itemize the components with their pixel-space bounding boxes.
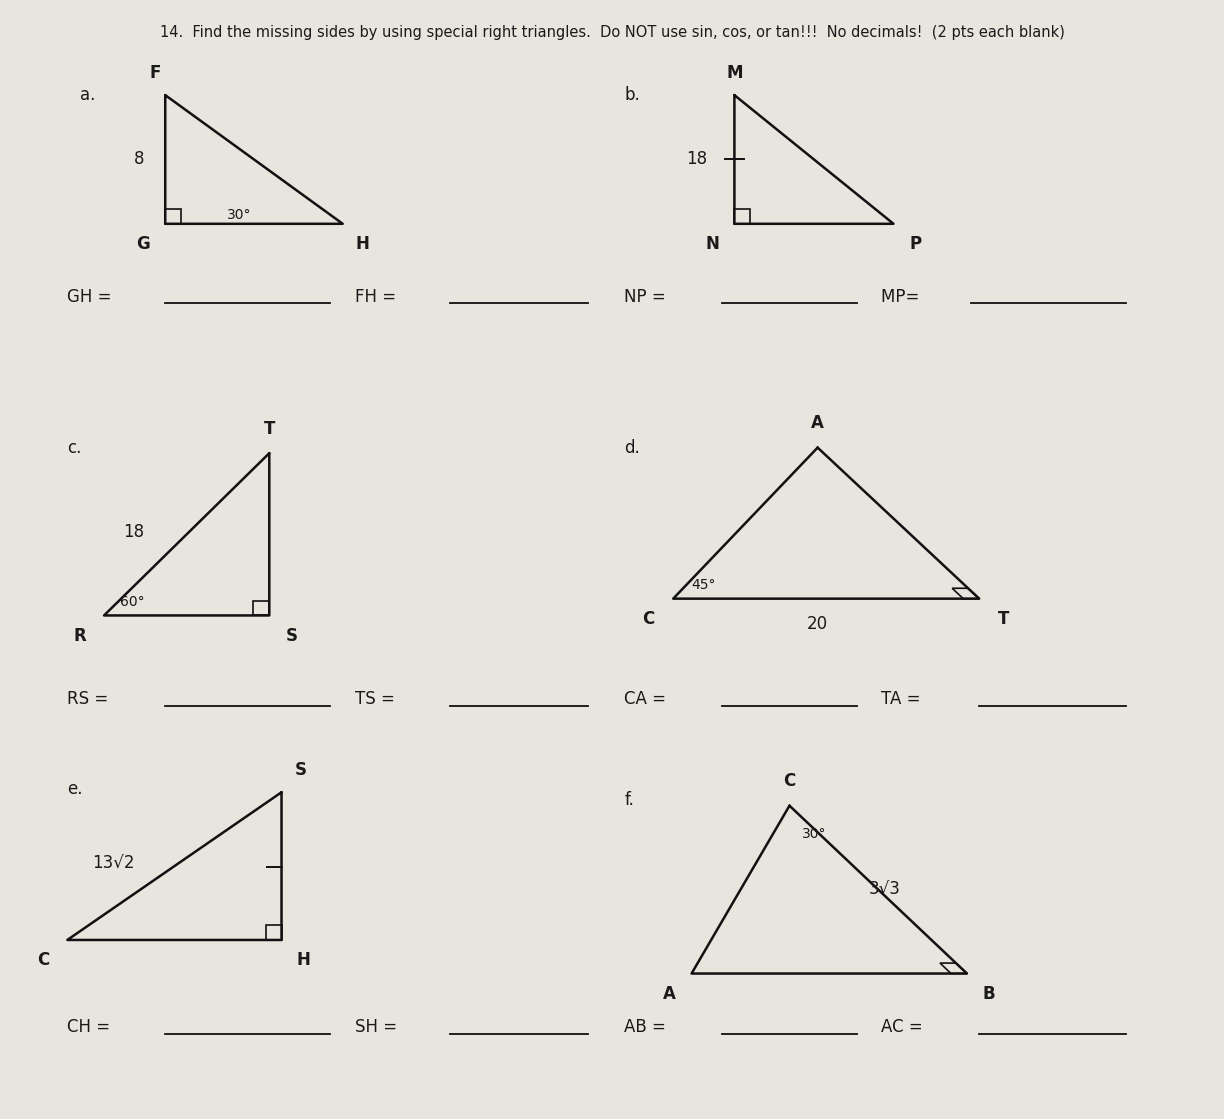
- Text: 18: 18: [687, 150, 707, 168]
- Text: 45°: 45°: [692, 579, 716, 592]
- Text: C: C: [783, 772, 796, 790]
- Text: AB =: AB =: [624, 1018, 672, 1036]
- Text: 8: 8: [133, 150, 144, 168]
- Text: AC =: AC =: [881, 1018, 928, 1036]
- Text: MP=: MP=: [881, 288, 925, 305]
- Text: RS =: RS =: [67, 690, 114, 708]
- Text: F: F: [149, 64, 162, 82]
- Text: a.: a.: [80, 86, 95, 104]
- Text: A: A: [663, 985, 676, 1003]
- Text: H: H: [355, 235, 370, 253]
- Text: CH =: CH =: [67, 1018, 116, 1036]
- Text: H: H: [296, 951, 311, 969]
- Text: TS =: TS =: [355, 690, 400, 708]
- Text: M: M: [726, 64, 743, 82]
- Text: 30°: 30°: [802, 827, 826, 840]
- Text: 30°: 30°: [226, 208, 251, 222]
- Text: e.: e.: [67, 780, 83, 798]
- Text: f.: f.: [624, 791, 634, 809]
- Text: T: T: [998, 610, 1010, 628]
- Text: 14.  Find the missing sides by using special right triangles.  Do NOT use sin, c: 14. Find the missing sides by using spec…: [159, 25, 1065, 39]
- Text: 3√3: 3√3: [869, 881, 901, 899]
- Text: B: B: [983, 985, 995, 1003]
- Text: S: S: [295, 761, 307, 779]
- Text: 18: 18: [124, 523, 144, 540]
- Text: TA =: TA =: [881, 690, 927, 708]
- Text: G: G: [136, 235, 151, 253]
- Text: 20: 20: [807, 615, 829, 633]
- Text: GH =: GH =: [67, 288, 118, 305]
- Text: A: A: [812, 414, 824, 432]
- Text: FH =: FH =: [355, 288, 401, 305]
- Text: C: C: [37, 951, 49, 969]
- Text: 60°: 60°: [120, 595, 144, 609]
- Text: c.: c.: [67, 439, 82, 457]
- Text: NP =: NP =: [624, 288, 671, 305]
- Text: P: P: [909, 235, 922, 253]
- Text: d.: d.: [624, 439, 640, 457]
- Text: SH =: SH =: [355, 1018, 403, 1036]
- Text: S: S: [285, 627, 297, 645]
- Text: 13√2: 13√2: [92, 855, 135, 873]
- Text: N: N: [705, 235, 720, 253]
- Text: b.: b.: [624, 86, 640, 104]
- Text: T: T: [263, 420, 275, 438]
- Text: C: C: [643, 610, 655, 628]
- Text: CA =: CA =: [624, 690, 672, 708]
- Text: R: R: [73, 627, 86, 645]
